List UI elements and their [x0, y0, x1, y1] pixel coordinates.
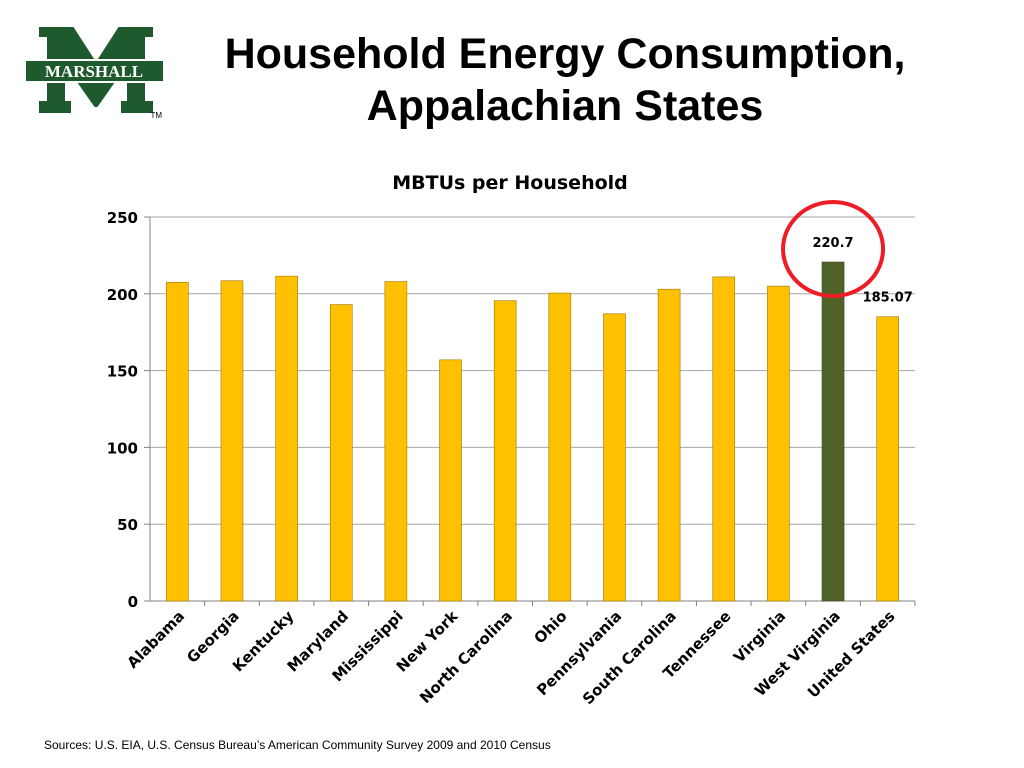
- y-tick-label: 150: [107, 363, 138, 381]
- logo-trademark: TM: [150, 111, 162, 120]
- marshall-logo: MARSHALL TM: [22, 22, 170, 120]
- data-label: 220.7: [812, 236, 853, 251]
- bar-kentucky: [275, 275, 298, 602]
- sources-note: Sources: U.S. EIA, U.S. Census Bureau’s …: [44, 738, 551, 752]
- bar-ohio: [548, 292, 572, 602]
- y-tick-label: 0: [128, 593, 138, 611]
- x-tick-label: Ohio: [530, 607, 570, 647]
- bar-north-carolina: [493, 300, 517, 602]
- logo-banner: [24, 59, 165, 83]
- bar-chart: MBTUs per Household 0 50 100 150 200 250 Alab…: [107, 172, 916, 708]
- x-tick-label: North Carolina: [416, 607, 516, 707]
- chart-title: MBTUs per Household: [392, 172, 628, 194]
- bar-alabama: [166, 281, 189, 602]
- data-label: 185.07: [863, 291, 913, 306]
- bar-pennsylvania: [603, 313, 626, 602]
- bar-south-carolina: [657, 288, 681, 602]
- bar-united-states: [876, 316, 899, 602]
- slide-title-line-1: Household Energy Consumption,: [224, 30, 906, 78]
- slide-title-line-2: Appalachian States: [366, 82, 764, 130]
- bar-mississippi: [384, 281, 408, 602]
- x-tick-label: South Carolina: [579, 607, 680, 708]
- bar-west-virginia: [821, 261, 845, 602]
- bar-virginia: [767, 285, 790, 602]
- highlight-circle: [781, 200, 886, 299]
- y-tick-label: 250: [107, 209, 138, 227]
- x-tick-label: Alabama: [123, 607, 188, 672]
- bar-georgia: [220, 280, 244, 602]
- slide-title: Household Energy Consumption, Appalachia…: [170, 28, 960, 132]
- bar-maryland: [329, 304, 353, 602]
- y-tick-label: 100: [107, 439, 138, 457]
- y-tick-label: 200: [107, 286, 138, 304]
- y-tick-label: 50: [117, 516, 138, 534]
- logo-text: MARSHALL: [45, 62, 143, 81]
- bar-new-york: [439, 359, 462, 602]
- bar-tennessee: [712, 276, 736, 602]
